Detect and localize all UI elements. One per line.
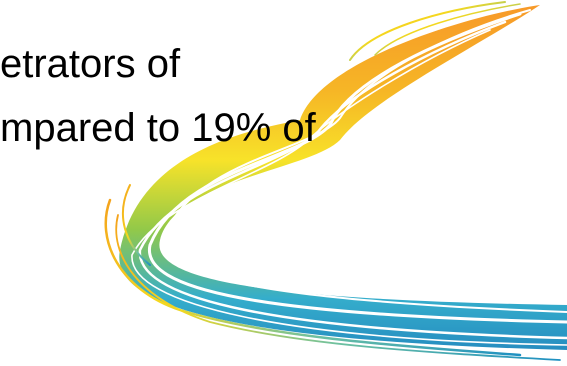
slide-text-line-1: etrators of [0, 42, 181, 86]
slide-text-line-2: mpared to 19% of [0, 106, 316, 150]
